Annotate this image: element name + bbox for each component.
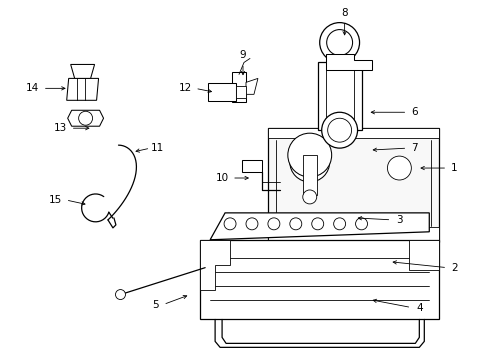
Circle shape — [386, 156, 410, 180]
Text: 8: 8 — [341, 8, 347, 18]
Circle shape — [115, 289, 125, 300]
Text: 2: 2 — [450, 263, 457, 273]
Text: 15: 15 — [49, 195, 62, 205]
Circle shape — [267, 218, 279, 230]
Circle shape — [311, 218, 323, 230]
Polygon shape — [267, 128, 438, 138]
Text: 13: 13 — [54, 123, 67, 133]
Text: 7: 7 — [410, 143, 417, 153]
Polygon shape — [236, 86, 245, 98]
Circle shape — [287, 133, 331, 177]
Polygon shape — [245, 78, 258, 94]
Polygon shape — [200, 240, 438, 319]
Circle shape — [245, 218, 258, 230]
Text: 1: 1 — [450, 163, 457, 173]
Polygon shape — [232, 72, 245, 102]
Text: 14: 14 — [26, 84, 40, 93]
Circle shape — [289, 218, 301, 230]
Circle shape — [326, 30, 352, 55]
Polygon shape — [66, 78, 99, 100]
Polygon shape — [242, 160, 262, 172]
Circle shape — [289, 142, 329, 182]
Polygon shape — [210, 213, 428, 240]
Text: 5: 5 — [152, 300, 158, 310]
Polygon shape — [71, 64, 94, 78]
Polygon shape — [408, 240, 438, 270]
Text: 4: 4 — [415, 302, 422, 312]
Text: 3: 3 — [395, 215, 402, 225]
Polygon shape — [67, 110, 103, 126]
Circle shape — [333, 218, 345, 230]
Text: 10: 10 — [215, 173, 228, 183]
Circle shape — [355, 218, 367, 230]
Polygon shape — [302, 155, 316, 195]
Circle shape — [224, 218, 236, 230]
Polygon shape — [267, 128, 438, 242]
Text: 11: 11 — [150, 143, 163, 153]
Polygon shape — [325, 54, 371, 71]
Circle shape — [327, 118, 351, 142]
Circle shape — [302, 190, 316, 204]
Polygon shape — [317, 62, 361, 130]
Text: 12: 12 — [178, 84, 191, 93]
Polygon shape — [267, 227, 438, 242]
Text: 6: 6 — [410, 107, 417, 117]
Circle shape — [321, 112, 357, 148]
Text: 9: 9 — [239, 50, 246, 60]
Circle shape — [79, 111, 92, 125]
Circle shape — [319, 23, 359, 62]
Polygon shape — [200, 240, 229, 289]
Polygon shape — [208, 84, 236, 101]
Circle shape — [296, 149, 322, 175]
